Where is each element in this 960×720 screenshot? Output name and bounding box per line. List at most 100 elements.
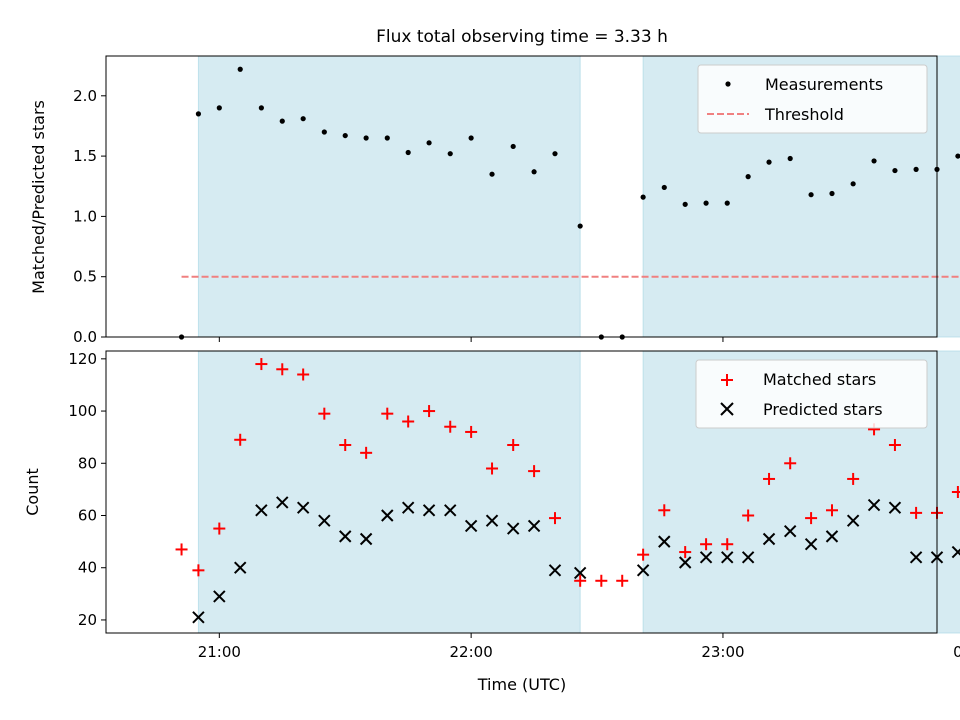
predicted-star-point: [867, 498, 881, 512]
predicted-star-point: [804, 538, 818, 551]
bottom-y-axis-label: Count: [23, 468, 42, 516]
predicted-star-point: [721, 551, 734, 564]
predicted-star-point: [318, 514, 331, 527]
matched-star-point: [637, 548, 650, 561]
predicted-star-point: [846, 514, 860, 527]
matched-star-point: [402, 415, 415, 428]
predicted-star-point: [276, 496, 289, 509]
chart-title: Flux total observing time = 3.33 h: [376, 27, 668, 47]
measurement-point: [489, 171, 495, 177]
matched-star-point: [465, 425, 478, 438]
matched-star-point: [910, 506, 923, 519]
predicted-star-point: [636, 564, 650, 577]
matched-star-point: [192, 564, 205, 577]
matched-star-point: [339, 439, 352, 451]
matched-star-point: [297, 368, 310, 381]
measurement-point: [682, 201, 688, 207]
y-tick-label: 1.5: [73, 147, 97, 165]
legend-label-threshold: Threshold: [764, 105, 844, 124]
legend-label-matched: Matched stars: [763, 370, 876, 389]
predicted-star-point: [658, 535, 671, 548]
predicted-star-point: [444, 504, 457, 517]
predicted-star-point: [888, 501, 902, 514]
y-tick-label: 0.5: [73, 268, 97, 286]
predicted-star-point: [485, 514, 499, 527]
matched-star-point: [951, 486, 960, 498]
matched-star-point: [825, 504, 838, 517]
legend-marker-measurements: [725, 81, 731, 87]
x-tick-label: 22:00: [450, 643, 493, 661]
matched-star-point: [444, 420, 457, 433]
predicted-star-point: [762, 532, 776, 546]
predicted-star-point: [234, 561, 247, 574]
matched-star-point: [574, 574, 587, 587]
measurement-point: [510, 143, 516, 150]
legend-label-measurements: Measurements: [765, 75, 883, 94]
measurement-point: [640, 194, 646, 200]
measurement-point: [321, 129, 327, 135]
matched-star-point: [805, 512, 818, 525]
measurement-point: [955, 153, 960, 159]
bottom-axes-frame: [105, 350, 938, 634]
measurement-point: [829, 190, 835, 197]
matched-star-point: [721, 538, 734, 551]
x-tick-label: 21:00: [198, 643, 241, 661]
measurement-point: [787, 155, 793, 162]
top-y-ticks: 0.0 0.5 1.0 1.5 2.0: [73, 87, 106, 346]
matched-star-point: [784, 457, 797, 470]
x-axis-label: Time (UTC): [477, 675, 566, 694]
measurement-point: [552, 151, 558, 157]
y-tick-label: 120: [68, 350, 97, 368]
matched-star-point: [763, 472, 776, 485]
predicted-star-point: [573, 566, 587, 580]
predicted-star-point: [909, 551, 923, 564]
predicted-star-point: [951, 545, 960, 559]
predicted-star-point: [464, 519, 478, 533]
matched-star-point: [847, 472, 860, 485]
matched-star-point: [381, 407, 394, 420]
measurement-point: [724, 200, 730, 206]
predicted-star-point: [213, 590, 226, 603]
matched-star-point: [234, 433, 247, 446]
top-panel: 0.00.51.01.52.0 Matched/Predicted stars …: [29, 55, 960, 346]
matched-star-point: [548, 512, 561, 525]
predicted-star-point: [741, 551, 755, 564]
measurement-point: [216, 105, 222, 111]
measurement-point: [808, 192, 814, 198]
predicted-star-point: [296, 501, 310, 514]
matched-star-point: [360, 446, 373, 459]
legend-marker-matched: [721, 374, 733, 386]
measurement-point: [745, 174, 751, 180]
predicted-star-point: [359, 532, 373, 546]
measurement-point: [703, 200, 709, 206]
bottom-legend-box: [695, 359, 928, 429]
y-tick-label: 1.0: [73, 207, 97, 225]
measurement-point: [531, 169, 537, 175]
measurement-point: [447, 151, 453, 157]
predicted-star-point: [699, 551, 713, 564]
matched-star-point: [888, 439, 901, 451]
top-measurement-points: [178, 66, 960, 340]
measurement-point: [405, 149, 411, 156]
y-tick-label: 40: [78, 559, 97, 577]
top-y-axis-label: Matched/Predicted stars: [29, 100, 48, 294]
matched-star-point: [213, 522, 226, 535]
y-tick-label: 80: [78, 454, 97, 472]
predicted-star-point: [506, 522, 520, 535]
predicted-star-point: [422, 504, 436, 517]
matched-star-point: [486, 462, 499, 475]
matched-star-point: [658, 504, 671, 517]
measurement-point: [913, 166, 919, 172]
predicted-star-point: [255, 504, 268, 517]
predicted-star-point: [339, 530, 352, 543]
legend-marker-predicted: [720, 402, 734, 416]
y-tick-label: 0.0: [73, 328, 97, 346]
measurement-point: [871, 158, 877, 164]
x-tick-label: 23:00: [701, 643, 744, 661]
matched-star-point: [700, 538, 713, 551]
y-tick-label: 100: [68, 402, 97, 420]
measurement-point: [850, 181, 856, 187]
measurement-point: [468, 135, 474, 141]
matched-star-point: [276, 363, 289, 376]
